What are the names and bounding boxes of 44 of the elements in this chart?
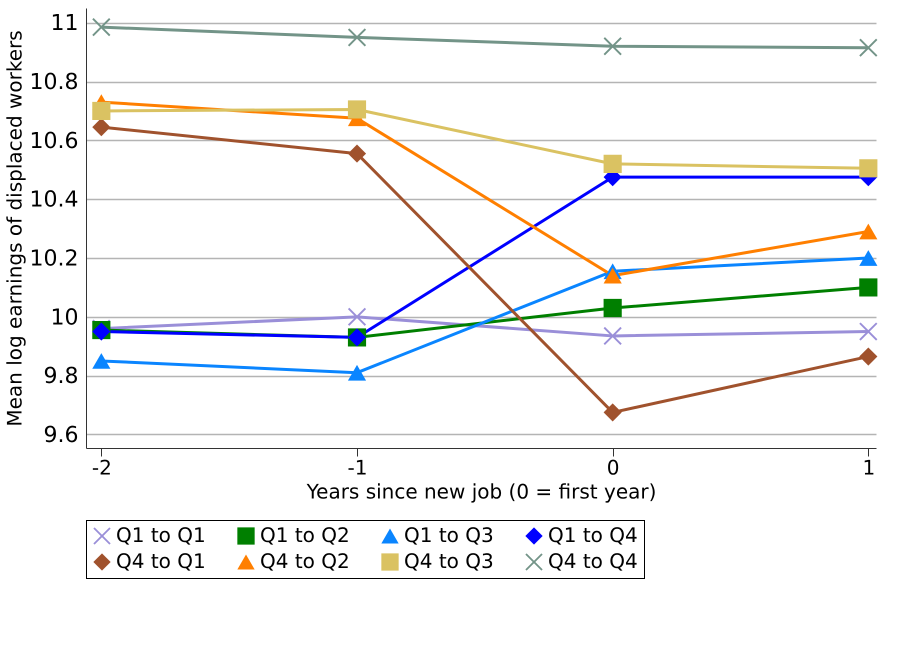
point	[859, 159, 878, 178]
y-tick-label: 11	[50, 11, 78, 36]
point	[604, 37, 622, 56]
legend-label: Q1 to Q3	[404, 523, 494, 547]
point	[859, 278, 878, 296]
y-tick-label: 10.8	[30, 70, 78, 96]
point	[92, 353, 110, 369]
point	[859, 38, 878, 57]
x-tick-label: -1	[348, 456, 368, 480]
point	[348, 308, 366, 326]
legend-label: Q1 to Q1	[116, 523, 206, 547]
point	[604, 154, 622, 173]
point	[92, 118, 110, 136]
y-tick-label: 10.4	[30, 188, 78, 213]
x-tick-label: 0	[606, 456, 620, 480]
y-tick-label: 10.2	[30, 246, 78, 272]
point	[92, 102, 110, 120]
x-tick-label: 1	[862, 456, 876, 480]
point	[604, 268, 622, 284]
point	[859, 322, 878, 341]
legend-label: Q4 to Q2	[260, 549, 350, 573]
point	[348, 28, 366, 46]
y-axis-title: Mean log earnings of displaced workers	[2, 30, 27, 427]
y-tick-label: 9.8	[44, 364, 78, 390]
point	[348, 364, 366, 381]
point	[348, 100, 366, 119]
legend-label: Q4 to Q4	[548, 549, 638, 573]
legend-label: Q4 to Q1	[116, 549, 206, 573]
point	[859, 347, 878, 366]
legend-label: Q1 to Q4	[548, 523, 638, 547]
y-tick-label: 9.6	[44, 422, 78, 448]
point	[348, 144, 366, 163]
point	[859, 250, 878, 266]
x-tick-label: -2	[92, 456, 112, 480]
point	[604, 403, 622, 422]
legend-label: Q4 to Q3	[404, 549, 494, 573]
point	[604, 326, 622, 346]
point	[604, 298, 622, 318]
x-axis-title: Years since new job (0 = first year)	[306, 480, 656, 504]
point	[92, 18, 110, 36]
legend-label: Q1 to Q2	[260, 523, 350, 547]
y-tick-label: 10.6	[30, 128, 78, 154]
y-tick-label: 10	[50, 305, 78, 330]
point	[859, 224, 878, 240]
